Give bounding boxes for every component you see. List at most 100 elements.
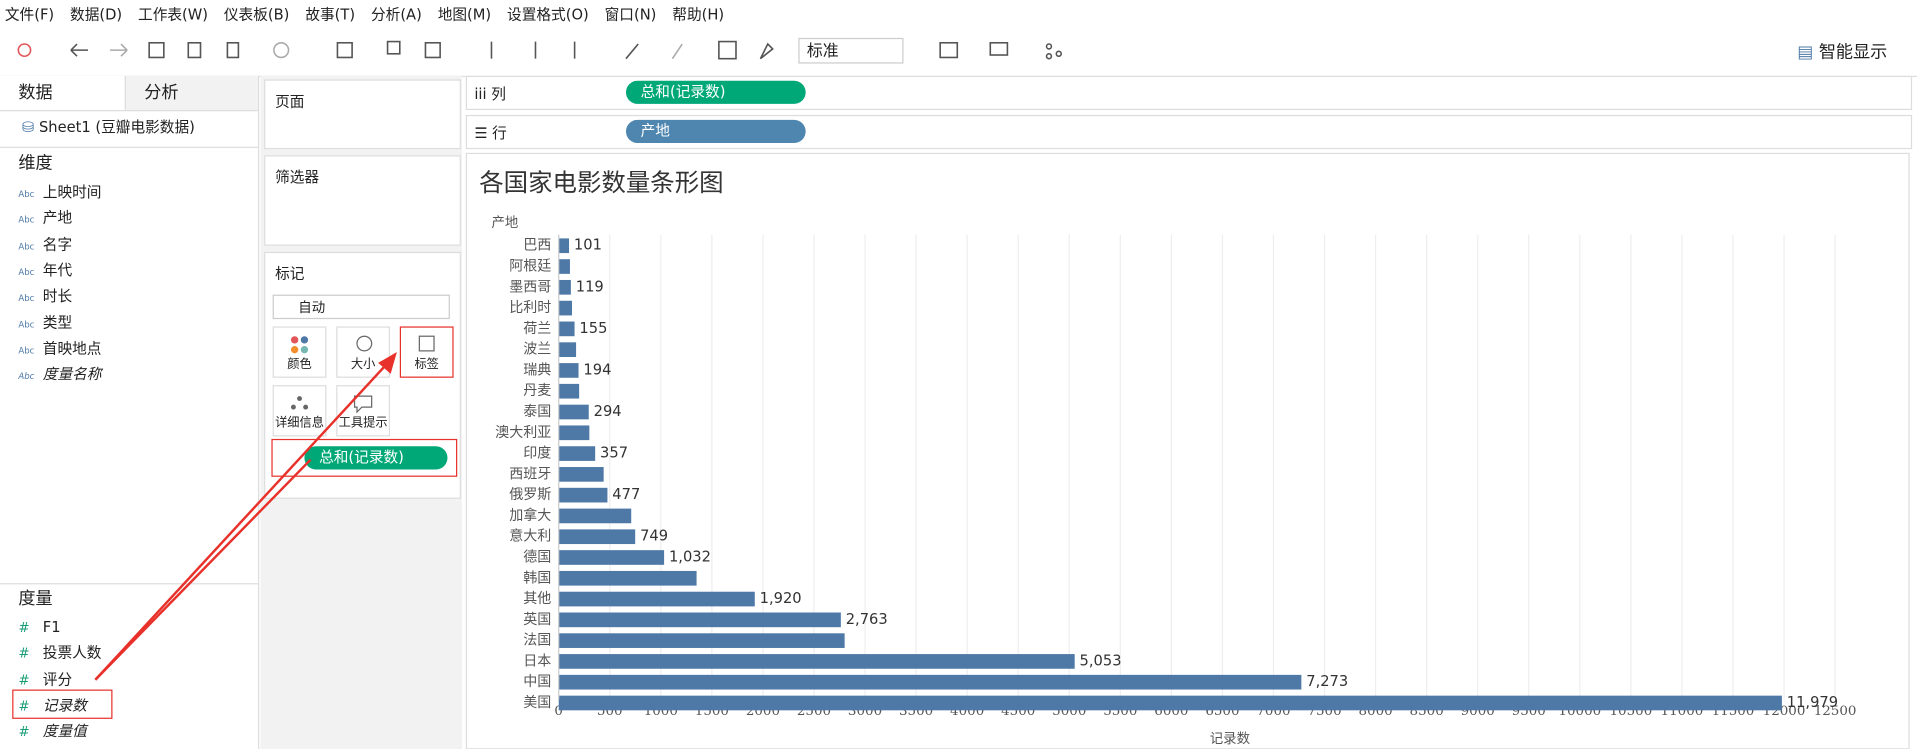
bar [558,342,577,357]
dimension-field[interactable]: Abc 度量名称 [18,362,101,386]
show-me-button[interactable]: ▤ 智能显示 [1797,39,1887,63]
size-label: 大小 [350,358,376,372]
y-tick-label: 其他 [523,591,551,607]
dimension-field[interactable]: Abc 时长 [18,284,72,308]
y-tick-label: 墨西哥 [509,279,551,295]
field-icon: # [18,723,30,740]
dimension-field[interactable]: Abc 名字 [18,232,72,256]
field-icon: Abc [18,241,35,252]
bar [558,446,596,461]
bar [558,570,697,586]
color-button[interactable]: 颜色 [272,326,327,378]
dimension-field[interactable]: Abc 年代 [18,258,72,282]
data-source-label: Sheet1 (豆瓣电影数据) [38,118,195,136]
tooltip-button[interactable]: 工具提示 [336,385,391,437]
menu-item[interactable]: 帮助(H) [672,5,725,23]
dimension-field[interactable]: Abc 上映时间 [18,180,101,204]
label-label: 标签 [414,358,439,372]
bar [558,238,570,254]
y-tick-label: 韩国 [523,570,551,586]
y-tick-label: 荷兰 [523,321,551,337]
field-name: 度量名称 [42,365,102,383]
value-label: 1,920 [760,590,802,607]
bar [558,259,570,274]
show-me-label: 智能显示 [1818,42,1888,63]
label-icon [418,335,435,352]
columns-label: iii 列 [474,83,506,104]
field-icon: Abc [18,189,35,200]
value-label: 194 [583,361,611,378]
mark-pill[interactable]: 总和(记录数) [304,446,448,470]
mark-type-dropdown[interactable]: 自动 [272,294,450,320]
bar [558,695,1782,711]
value-label: 5,053 [1080,652,1122,669]
bar [558,404,589,420]
toolbar: 标准 ▤ 智能显示 [0,27,1917,78]
x-tick-label: 12500 [1814,704,1857,719]
y-tick-label: 阿根廷 [509,259,551,275]
field-icon: Abc [18,293,35,304]
filters-card: 筛选器 [264,155,461,246]
field-name: 类型 [42,313,73,331]
columns-pill[interactable]: 总和(记录数) [625,80,806,104]
value-label: 119 [576,278,604,295]
field-icon: # [18,697,30,714]
bar [558,508,632,524]
dimension-field[interactable]: Abc 首映地点 [18,336,101,360]
menu-item[interactable]: 故事(T) [305,5,356,23]
data-tab[interactable]: 数据 [0,75,126,111]
menu-item[interactable]: 设置格式(O) [507,5,589,23]
y-tick-label: 日本 [523,653,551,669]
field-name: F1 [42,618,61,636]
rows-shelf: ☰ 行 产地 [465,114,1913,150]
value-label: 749 [640,528,668,545]
color-label: 颜色 [287,358,312,372]
analysis-tab[interactable]: 分析 [124,75,258,111]
menu-item[interactable]: 数据(D) [70,5,123,23]
y-tick-label: 西班牙 [509,466,551,482]
measure-field[interactable]: # 投票人数 [18,641,101,665]
dimension-field[interactable]: Abc 类型 [18,310,72,334]
field-name: 记录数 [42,696,87,714]
highlight-box [12,689,113,719]
pages-card: 页面 [264,79,461,150]
y-tick-label: 比利时 [509,300,551,316]
field-icon: Abc [18,319,35,330]
field-name: 上映时间 [42,183,102,201]
dimension-field[interactable]: Abc 产地 [18,206,72,230]
rows-pill[interactable]: 产地 [625,119,806,144]
value-label: 101 [574,237,602,254]
label-button[interactable]: 标签 [399,326,454,378]
measure-field[interactable]: # 度量值 [18,719,86,743]
detail-label: 详细信息 [275,416,324,431]
view-size-dropdown[interactable]: 标准 [798,37,904,64]
menu-item[interactable]: 仪表板(B) [223,5,290,23]
measure-field[interactable]: # 评分 [18,667,72,691]
field-name: 年代 [42,261,73,279]
measure-field[interactable]: # F1 [18,615,60,639]
measure-field[interactable]: # 记录数 [18,693,86,717]
bar [558,467,604,482]
x-tick-label: 0 [554,704,563,719]
bar [558,529,636,545]
field-icon: # [18,645,30,662]
menu-item[interactable]: 工作表(W) [138,5,208,23]
value-label: 7,273 [1306,673,1348,690]
columns-text: 列 [491,85,506,103]
rows-label: ☰ 行 [474,122,507,143]
y-tick-label: 巴西 [523,238,551,254]
data-source[interactable]: ⛁ Sheet1 (豆瓣电影数据) [22,115,195,139]
bar [558,279,571,295]
bar [558,487,608,503]
menu-item[interactable]: 分析(A) [370,5,422,23]
menu-item[interactable]: 文件(F) [4,5,55,23]
detail-button[interactable]: 详细信息 [272,385,327,437]
menu-item[interactable]: 窗口(N) [604,5,657,23]
bar [558,550,665,565]
value-label: 11,979 [1787,694,1838,711]
menu-item[interactable]: 地图(M) [437,5,492,23]
bar [558,633,845,648]
size-button[interactable]: 大小 [336,326,391,378]
field-icon: Abc [18,371,35,382]
